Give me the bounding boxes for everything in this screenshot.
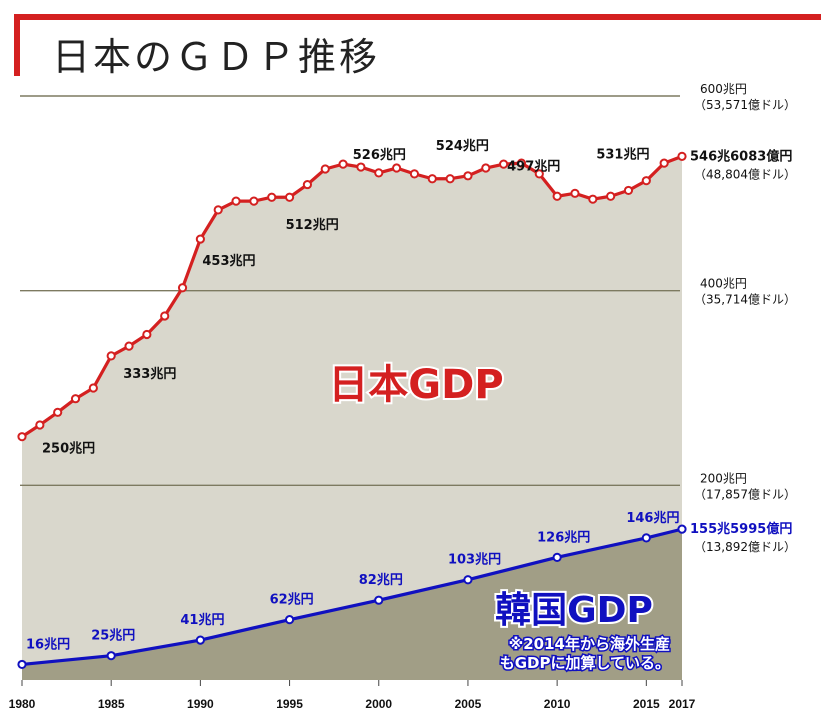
japan-gdp-point-2012: [588, 194, 598, 204]
japan-gdp-point-1982: [53, 407, 63, 417]
japan-gdp-label-1995: 512兆円: [286, 217, 339, 233]
japan-gdp-point-1980: [17, 432, 27, 442]
x-tick-label-2017: 2017: [669, 697, 696, 711]
japan-gdp-point-2004: [445, 174, 455, 184]
x-tick-label-2010: 2010: [544, 697, 571, 711]
japan-gdp-point-2014: [623, 185, 634, 196]
reference-label-200: 200兆円: [700, 471, 747, 485]
japan-gdp-point-2011: [570, 188, 580, 198]
korea-gdp-end-sublabel: （13,892億ドル）: [694, 540, 796, 554]
japan-gdp-end-sublabel: （48,804億ドル）: [694, 167, 796, 181]
japan-gdp-point-1991: [213, 205, 223, 215]
x-tick-label-2000: 2000: [365, 697, 392, 711]
japan-gdp-label-1980: 250兆円: [42, 441, 95, 457]
japan-gdp-point-1987: [142, 329, 152, 340]
korea-gdp-label-2010: 126兆円: [537, 529, 590, 545]
korea-gdp-label-2000: 82兆円: [359, 572, 403, 588]
japan-gdp-point-1983: [70, 394, 81, 404]
korea-gdp-area-title: 韓国GDP: [495, 590, 653, 631]
japan-gdp-point-1990: [195, 234, 205, 244]
japan-gdp-point-2006: [481, 163, 491, 173]
japan-gdp-point-2016: [659, 158, 669, 168]
korea-gdp-point-2017: [677, 524, 687, 534]
korea-gdp-note-line1: ※2014年から海外生産: [509, 635, 670, 653]
japan-gdp-label-2010: 497兆円: [507, 158, 560, 174]
x-tick-label-2005: 2005: [455, 697, 482, 711]
reference-label-600: 600兆円: [700, 82, 747, 96]
korea-gdp-point-1990: [195, 635, 205, 645]
x-tick-label-1995: 1995: [276, 697, 303, 711]
korea-gdp-label-2005: 103兆円: [448, 552, 501, 568]
korea-gdp-label-1995: 62兆円: [270, 592, 314, 608]
japan-gdp-point-2005: [463, 171, 473, 181]
reference-sublabel-600: （53,571億ドル）: [694, 98, 796, 112]
japan-gdp-point-1995: [284, 192, 295, 202]
japan-gdp-area-title: 日本GDP: [328, 362, 503, 408]
japan-gdp-point-2010: [552, 191, 562, 201]
japan-gdp-point-1994: [267, 192, 277, 202]
japan-gdp-point-2013: [606, 191, 616, 201]
japan-gdp-point-1997: [320, 164, 330, 174]
title-accent-bar: [14, 14, 821, 20]
korea-gdp-end-label: 155兆5995億円: [690, 521, 792, 537]
korea-gdp-point-2010: [552, 552, 562, 562]
reference-sublabel-200: （17,857億ドル）: [694, 487, 796, 501]
korea-gdp-point-2015: [641, 533, 651, 543]
japan-gdp-label-1985: 333兆円: [123, 366, 176, 382]
japan-gdp-point-1999: [356, 162, 366, 172]
title-accent-side: [14, 14, 20, 76]
japan-gdp-point-2008: [516, 158, 527, 168]
korea-gdp-point-2000: [374, 595, 384, 605]
japan-gdp-end-label: 546兆6083億円: [690, 148, 792, 164]
reference-label-400: 400兆円: [700, 277, 747, 291]
japan-gdp-point-2009: [534, 169, 544, 179]
korea-gdp-point-2005: [463, 575, 473, 585]
japan-gdp-point-2001: [391, 163, 402, 173]
japan-gdp-label-1990: 453兆円: [202, 253, 255, 269]
japan-gdp-point-1996: [302, 179, 313, 190]
page-title: 日本のＧＤＰ推移: [52, 35, 381, 79]
japan-gdp-label-2015: 531兆円: [596, 147, 649, 163]
japan-gdp-point-1998: [338, 159, 348, 169]
japan-gdp-point-2007: [499, 159, 509, 169]
japan-gdp-point-1988: [160, 311, 170, 321]
x-tick-label-1985: 1985: [98, 697, 125, 711]
x-tick-label-1980: 1980: [9, 697, 36, 711]
x-tick-label-2015: 2015: [633, 697, 660, 711]
japan-gdp-point-2002: [409, 169, 420, 179]
japan-gdp-point-2000: [374, 168, 384, 178]
japan-gdp-point-1985: [106, 351, 116, 361]
japan-gdp-point-1981: [35, 420, 45, 430]
japan-gdp-point-2015: [641, 176, 651, 186]
korea-gdp-label-1990: 41兆円: [180, 612, 224, 628]
korea-gdp-label-1985: 25兆円: [91, 628, 135, 644]
korea-gdp-point-1985: [106, 651, 116, 661]
japan-gdp-label-2000: 526兆円: [353, 147, 406, 163]
japan-gdp-point-1992: [231, 196, 241, 206]
korea-gdp-label-2015: 146兆円: [626, 510, 679, 526]
x-tick-label-1990: 1990: [187, 697, 214, 711]
korea-gdp-point-1995: [284, 615, 295, 625]
korea-gdp-note-line2: もGDPに加算している。: [500, 654, 670, 672]
japan-gdp-point-2017: [677, 151, 687, 161]
korea-gdp-point-1980: [17, 659, 27, 670]
japan-gdp-point-1989: [177, 283, 188, 293]
japan-gdp-point-1986: [124, 341, 134, 351]
japan-gdp-point-1984: [88, 383, 98, 393]
japan-gdp-label-2006: 524兆円: [436, 138, 489, 154]
korea-gdp-area: [22, 529, 682, 680]
reference-sublabel-400: （35,714億ドル）: [694, 293, 796, 307]
japan-gdp-point-1993: [249, 196, 259, 206]
japan-gdp-point-2003: [427, 174, 437, 184]
korea-gdp-label-1980: 16兆円: [26, 636, 70, 652]
